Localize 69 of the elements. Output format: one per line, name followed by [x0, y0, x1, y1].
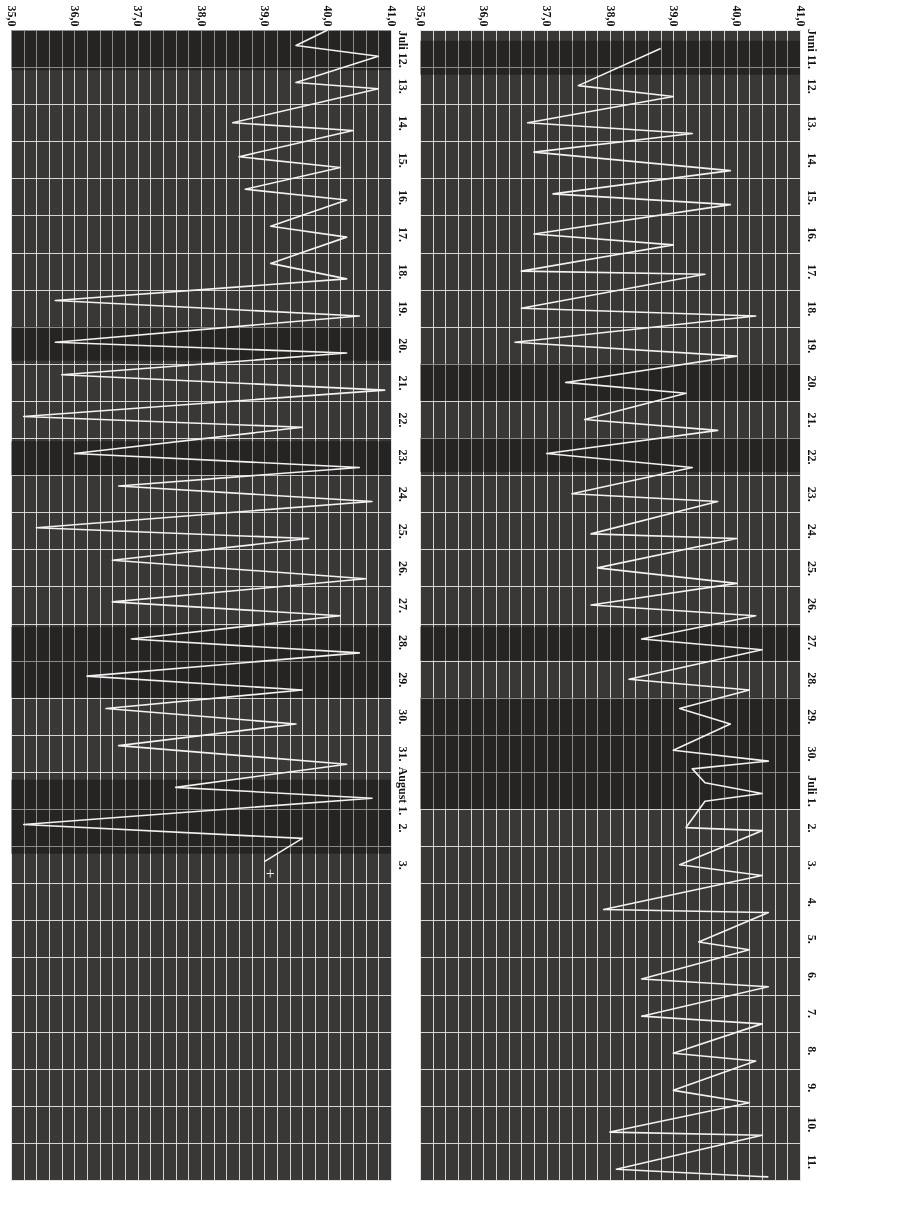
x-tick-label: 41,0 — [793, 5, 808, 27]
x-tick-label: 38,0 — [194, 5, 209, 27]
y-tick-label: 15. — [395, 152, 410, 168]
y-tick-label: 14. — [804, 152, 819, 168]
y-tick-label: 3. — [804, 860, 819, 870]
y-tick-label: 18. — [804, 301, 819, 317]
y-tick-label: 22. — [804, 449, 819, 465]
y-tick-label: 22. — [395, 412, 410, 428]
y-tick-label: 19. — [804, 338, 819, 354]
x-tick-label: 37,0 — [540, 5, 555, 27]
y-tick-label: 12. — [804, 78, 819, 94]
x-tick-label: 35,0 — [4, 5, 19, 27]
y-tick-label: 17. — [804, 264, 819, 280]
y-tick-label: 20. — [804, 375, 819, 391]
y-tick-label: 30. — [395, 709, 410, 725]
y-tick-label: 29. — [804, 709, 819, 725]
y-tick-label: 13. — [395, 78, 410, 94]
annotation: + — [265, 864, 275, 882]
y-tick-label: 2. — [395, 823, 410, 833]
y-tick-label: 31. — [395, 746, 410, 762]
y-tick-label: 28. — [804, 672, 819, 688]
y-tick-label: 27. — [804, 635, 819, 651]
y-tick-label: 6. — [804, 971, 819, 981]
y-tick-label: Juni 11. — [804, 29, 819, 70]
x-tick-label: 41,0 — [384, 5, 399, 27]
y-tick-label: 2. — [804, 823, 819, 833]
y-tick-label: 14. — [395, 115, 410, 131]
y-tick-label: 13. — [804, 115, 819, 131]
y-tick-label: 17. — [395, 227, 410, 243]
y-tick-label: 19. — [395, 301, 410, 317]
y-tick-label: 4. — [804, 897, 819, 907]
y-tick-label: 26. — [804, 598, 819, 613]
x-tick-label: 40,0 — [321, 5, 336, 27]
y-tick-label: Juli 12. — [395, 30, 410, 68]
y-tick-label: 30. — [804, 746, 819, 762]
y-tick-label: 25. — [395, 523, 410, 539]
y-tick-label: 9. — [804, 1083, 819, 1093]
x-tick-label: 36,0 — [67, 5, 82, 27]
y-tick-label: 20. — [395, 338, 410, 354]
y-tick-label: 23. — [395, 449, 410, 465]
y-tick-label: 5. — [804, 934, 819, 944]
y-tick-label: 16. — [804, 227, 819, 243]
y-tick-label: 21. — [395, 375, 410, 391]
y-tick-label: 10. — [804, 1117, 819, 1133]
y-tick-label: 16. — [395, 189, 410, 205]
y-tick-label: 7. — [804, 1009, 819, 1019]
x-tick-label: 37,0 — [131, 5, 146, 27]
y-tick-label: 24. — [395, 486, 410, 502]
y-tick-label: 29. — [395, 672, 410, 688]
y-tick-label: 3. — [395, 860, 410, 870]
y-tick-label: 8. — [804, 1046, 819, 1056]
y-tick-label: 23. — [804, 486, 819, 502]
y-tick-label: 24. — [804, 523, 819, 539]
x-tick-label: 39,0 — [257, 5, 272, 27]
y-tick-label: Juli 1. — [804, 775, 819, 807]
x-tick-label: 35,0 — [413, 5, 428, 27]
y-tick-label: 25. — [804, 560, 819, 576]
y-tick-label: 11. — [804, 1154, 819, 1170]
y-tick-label: 26. — [395, 560, 410, 576]
y-tick-label: 28. — [395, 635, 410, 651]
y-tick-label: 27. — [395, 598, 410, 613]
x-tick-label: 38,0 — [603, 5, 618, 27]
x-tick-label: 40,0 — [730, 5, 745, 27]
y-tick-label: 21. — [804, 412, 819, 428]
y-tick-label: August 1. — [395, 766, 410, 816]
x-tick-label: 39,0 — [666, 5, 681, 27]
y-tick-label: 15. — [804, 189, 819, 205]
x-tick-label: 36,0 — [476, 5, 491, 27]
y-tick-label: 18. — [395, 264, 410, 280]
